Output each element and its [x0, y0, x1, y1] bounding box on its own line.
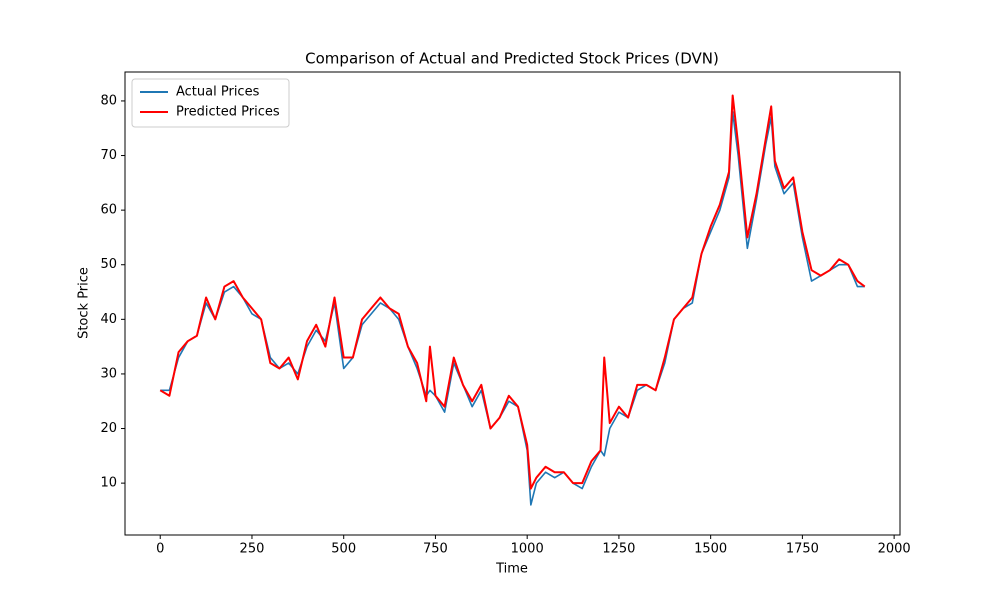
- x-tick-label: 1250: [602, 542, 635, 557]
- x-axis-label: Time: [495, 562, 528, 577]
- x-tick-label: 750: [423, 542, 448, 557]
- y-tick-label: 60: [100, 203, 117, 218]
- chart-title: Comparison of Actual and Predicted Stock…: [305, 50, 719, 68]
- y-tick-label: 30: [100, 366, 117, 381]
- x-tick-label: 500: [331, 542, 356, 557]
- y-tick-label: 80: [100, 93, 117, 108]
- legend-box: [131, 78, 290, 128]
- series-line: [159, 94, 866, 490]
- legend-label: Actual Prices: [176, 85, 260, 100]
- y-tick-label: 70: [100, 148, 117, 163]
- x-tick-label: 1000: [511, 542, 544, 557]
- plot-frame: [124, 71, 901, 536]
- x-tick-label: 250: [240, 542, 265, 557]
- x-tick-label: 2000: [878, 542, 911, 557]
- y-axis-label: Stock Price: [77, 267, 92, 339]
- y-tick-label: 10: [100, 476, 117, 491]
- y-tick-label: 50: [100, 257, 117, 272]
- x-tick-label: 1500: [694, 542, 727, 557]
- x-tick-label: 1750: [786, 542, 819, 557]
- y-tick-label: 20: [100, 421, 117, 436]
- legend-label: Predicted Prices: [176, 105, 280, 120]
- series-line: [160, 111, 865, 506]
- x-tick-label: 0: [156, 542, 164, 557]
- y-tick-label: 40: [100, 312, 117, 327]
